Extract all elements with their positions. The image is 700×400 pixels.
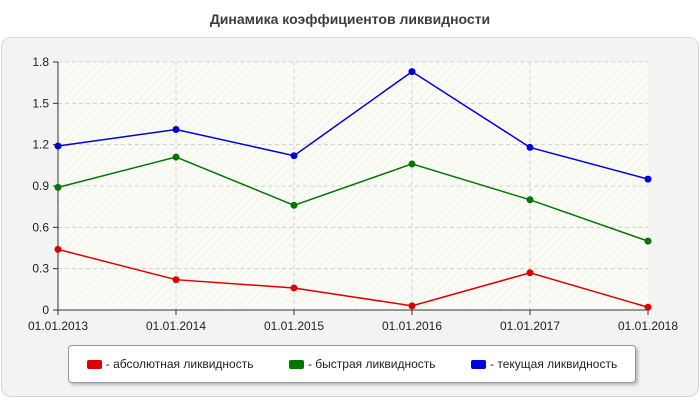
legend-swatch <box>288 359 304 369</box>
y-tick-label: 1.2 <box>32 138 49 152</box>
legend-item-1[interactable]: - быстрая ликвидность <box>288 357 436 371</box>
data-point-1-4[interactable] <box>526 196 534 204</box>
data-point-2-5[interactable] <box>644 175 652 183</box>
data-point-2-3[interactable] <box>408 68 416 76</box>
data-point-2-1[interactable] <box>172 126 180 134</box>
y-tick-label: 1.8 <box>32 55 49 69</box>
data-point-2-4[interactable] <box>526 143 534 151</box>
legend-label: - быстрая ликвидность <box>307 357 436 371</box>
data-point-1-2[interactable] <box>290 201 298 209</box>
data-point-1-3[interactable] <box>408 160 416 168</box>
data-point-1-5[interactable] <box>644 237 652 245</box>
series-line-1 <box>57 156 649 242</box>
x-tick-label: 01.01.2015 <box>264 319 324 333</box>
y-tick-label: 0.3 <box>32 262 49 276</box>
y-tick-label: 0 <box>42 303 49 317</box>
data-point-2-2[interactable] <box>290 152 298 160</box>
x-tick-label: 01.01.2017 <box>500 319 560 333</box>
legend-item-2[interactable]: - текущая ликвидность <box>471 357 617 371</box>
chart-title: Динамика коэффициентов ликвидности <box>209 11 491 27</box>
series-line-2 <box>57 70 649 180</box>
legend-label: - абсолютная ликвидность <box>105 357 254 371</box>
legend-swatch <box>471 359 487 369</box>
data-point-0-4[interactable] <box>526 269 534 277</box>
data-point-1-1[interactable] <box>172 153 180 161</box>
series-line-0 <box>57 248 649 308</box>
data-point-0-1[interactable] <box>172 276 180 284</box>
y-tick-label: 0.6 <box>32 220 49 234</box>
x-tick-label: 01.01.2014 <box>146 319 206 333</box>
x-tick-label: 01.01.2018 <box>618 319 678 333</box>
data-point-0-0[interactable] <box>54 245 62 253</box>
data-point-0-2[interactable] <box>290 284 298 292</box>
legend-swatch <box>86 359 102 369</box>
legend-label: - текущая ликвидность <box>490 357 618 371</box>
x-tick-label: 01.01.2013 <box>28 319 88 333</box>
data-point-0-3[interactable] <box>408 302 416 310</box>
legend: - абсолютная ликвидность - быстрая ликвид… <box>68 345 636 383</box>
data-point-0-5[interactable] <box>644 303 652 311</box>
y-tick-label: 0.9 <box>32 179 49 193</box>
data-point-1-0[interactable] <box>54 183 62 191</box>
x-tick-label: 01.01.2016 <box>382 319 442 333</box>
legend-item-0[interactable]: - абсолютная ликвидность <box>86 357 254 371</box>
y-tick-label: 1.5 <box>32 96 49 110</box>
data-point-2-0[interactable] <box>54 142 62 150</box>
